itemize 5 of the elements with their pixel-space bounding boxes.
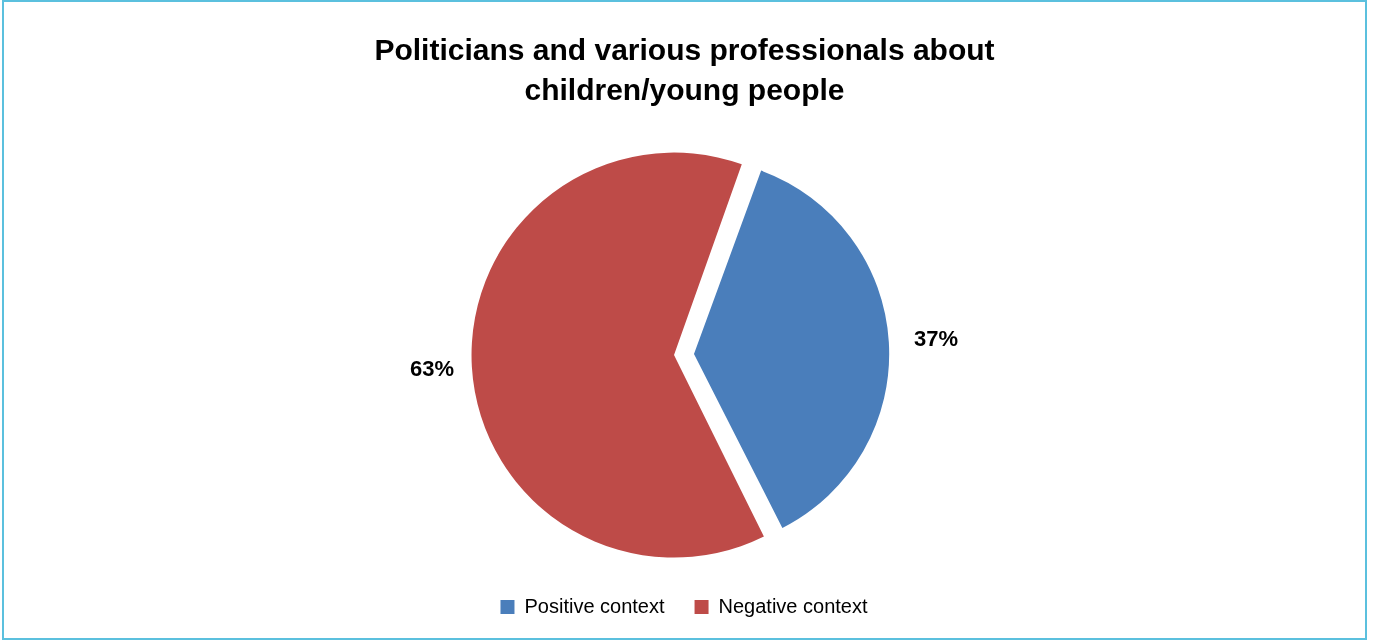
data-label: 37%: [914, 325, 959, 351]
data-label: 63%: [409, 355, 454, 381]
legend-label: Positive context: [524, 594, 665, 617]
legend-label: Negative context: [718, 594, 868, 617]
chart-title: Politicians and various professionals about children/young people: [373, 32, 996, 108]
